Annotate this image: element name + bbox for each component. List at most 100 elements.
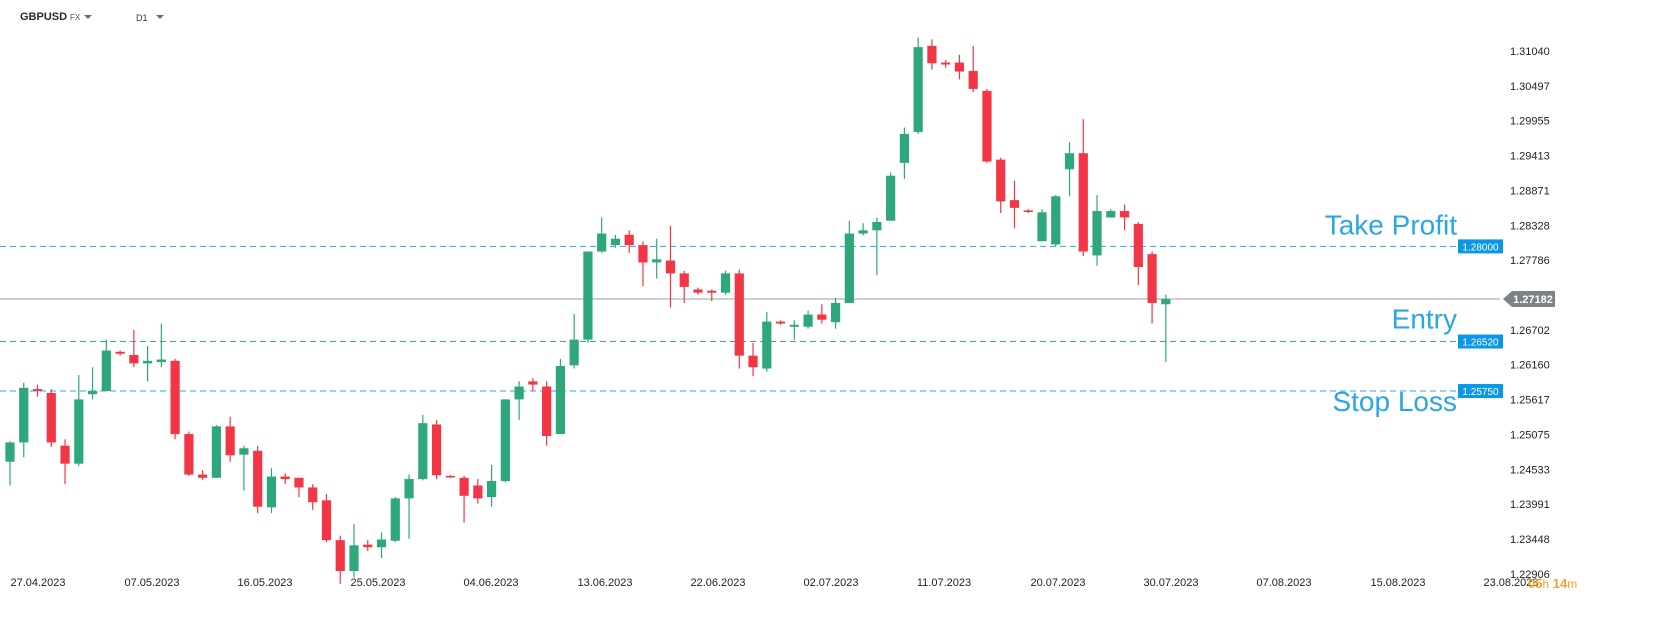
candle [294, 477, 304, 498]
candle-body [775, 321, 786, 324]
candle-body [1147, 254, 1157, 303]
candle-body [1051, 196, 1061, 245]
date-tick-label: 07.08.2023 [1256, 577, 1311, 589]
candle [693, 287, 703, 295]
level-price-badge [1458, 384, 1503, 399]
candle-body [542, 386, 552, 437]
candle [638, 241, 648, 287]
candle [679, 270, 689, 303]
candle-body [431, 424, 442, 476]
date-tick-label: 16.05.2023 [237, 577, 292, 589]
candle [624, 230, 634, 253]
candle-body [74, 399, 84, 464]
price-tick-label: 1.28328 [1510, 220, 1550, 232]
candle [459, 475, 469, 523]
candle [74, 374, 84, 467]
date-tick-label: 23.08.2023 [1483, 577, 1538, 589]
candle-body [198, 474, 208, 478]
candle [487, 464, 497, 507]
candle [858, 223, 868, 236]
candle-body [321, 500, 332, 541]
candle-body [1119, 211, 1130, 218]
candle-body [280, 476, 290, 480]
candle-body [1064, 153, 1075, 170]
candle [46, 389, 56, 447]
candle [762, 311, 772, 372]
candle-body [913, 47, 923, 132]
level-price-badge [1458, 334, 1503, 349]
candle [1023, 209, 1033, 213]
candle [87, 367, 98, 400]
candle [954, 54, 965, 80]
candle [184, 431, 194, 476]
date-tick-label: 07.05.2023 [124, 577, 179, 589]
candle-body [941, 62, 951, 65]
candle-body [170, 360, 180, 435]
candle-body [1161, 299, 1171, 305]
level-lines [0, 245, 1500, 392]
current-price-tag [1503, 290, 1555, 307]
candle-body [376, 539, 387, 548]
candle [170, 358, 180, 440]
candle-body [1023, 210, 1033, 213]
candle-body [459, 477, 469, 496]
candle [308, 484, 318, 510]
price-tick-label: 1.22906 [1510, 569, 1550, 581]
candle [335, 535, 345, 584]
candle [1119, 204, 1130, 231]
candle [542, 381, 552, 446]
candle-body [1133, 223, 1143, 267]
symbol-type-label: FX [70, 13, 81, 22]
candle-body [32, 389, 43, 392]
level-price-label: 1.26520 [1462, 338, 1499, 349]
date-tick-label: 02.07.2023 [803, 577, 858, 589]
candle-body [803, 314, 813, 327]
price-tick-label: 1.25075 [1510, 429, 1550, 441]
current-price-label: 1.27182 [1513, 294, 1553, 306]
candle-body [143, 360, 153, 364]
date-tick-label: 20.07.2023 [1030, 577, 1085, 589]
candle-body [46, 392, 56, 443]
candle [1092, 194, 1102, 266]
chart-toolbar: GBPUSD FX D1 [0, 0, 600, 36]
candle-body [418, 423, 428, 480]
candle-body [624, 234, 634, 246]
timeframe-dropdown-chevron-icon[interactable] [156, 15, 164, 19]
candle-body [886, 175, 896, 221]
timer-minutes-unit: m [1567, 577, 1578, 591]
symbol-dropdown-chevron-icon[interactable] [84, 15, 92, 19]
candle-body [789, 324, 799, 327]
candle-body [487, 481, 497, 498]
candle-body [748, 355, 758, 368]
candle-body [514, 386, 524, 400]
price-tick-label: 1.31040 [1510, 46, 1550, 58]
candle [1161, 294, 1171, 363]
candle [431, 419, 442, 480]
candle-body [87, 391, 98, 395]
candle-body [335, 540, 345, 572]
price-tick-label: 1.25617 [1510, 395, 1550, 407]
candle [266, 468, 277, 514]
candle-body [610, 238, 621, 246]
symbol-label[interactable]: GBPUSD [20, 11, 68, 23]
candle-body [211, 426, 221, 478]
candle-body [404, 479, 414, 499]
price-tick-label: 1.28871 [1510, 185, 1550, 197]
candle-body [693, 289, 703, 293]
candle [253, 445, 263, 514]
candle [321, 493, 332, 543]
candle [5, 441, 15, 486]
candle-body [294, 477, 304, 488]
price-tick-label: 1.27786 [1510, 255, 1550, 267]
candle-body [129, 355, 139, 364]
candle [775, 320, 786, 325]
candle [1133, 221, 1143, 285]
candle [239, 445, 249, 491]
candle [280, 473, 290, 485]
candle [734, 269, 744, 369]
candle [1051, 194, 1061, 247]
price-tick-label: 1.30497 [1510, 81, 1550, 93]
candle [913, 37, 923, 134]
timeframe-label[interactable]: D1 [136, 13, 148, 23]
